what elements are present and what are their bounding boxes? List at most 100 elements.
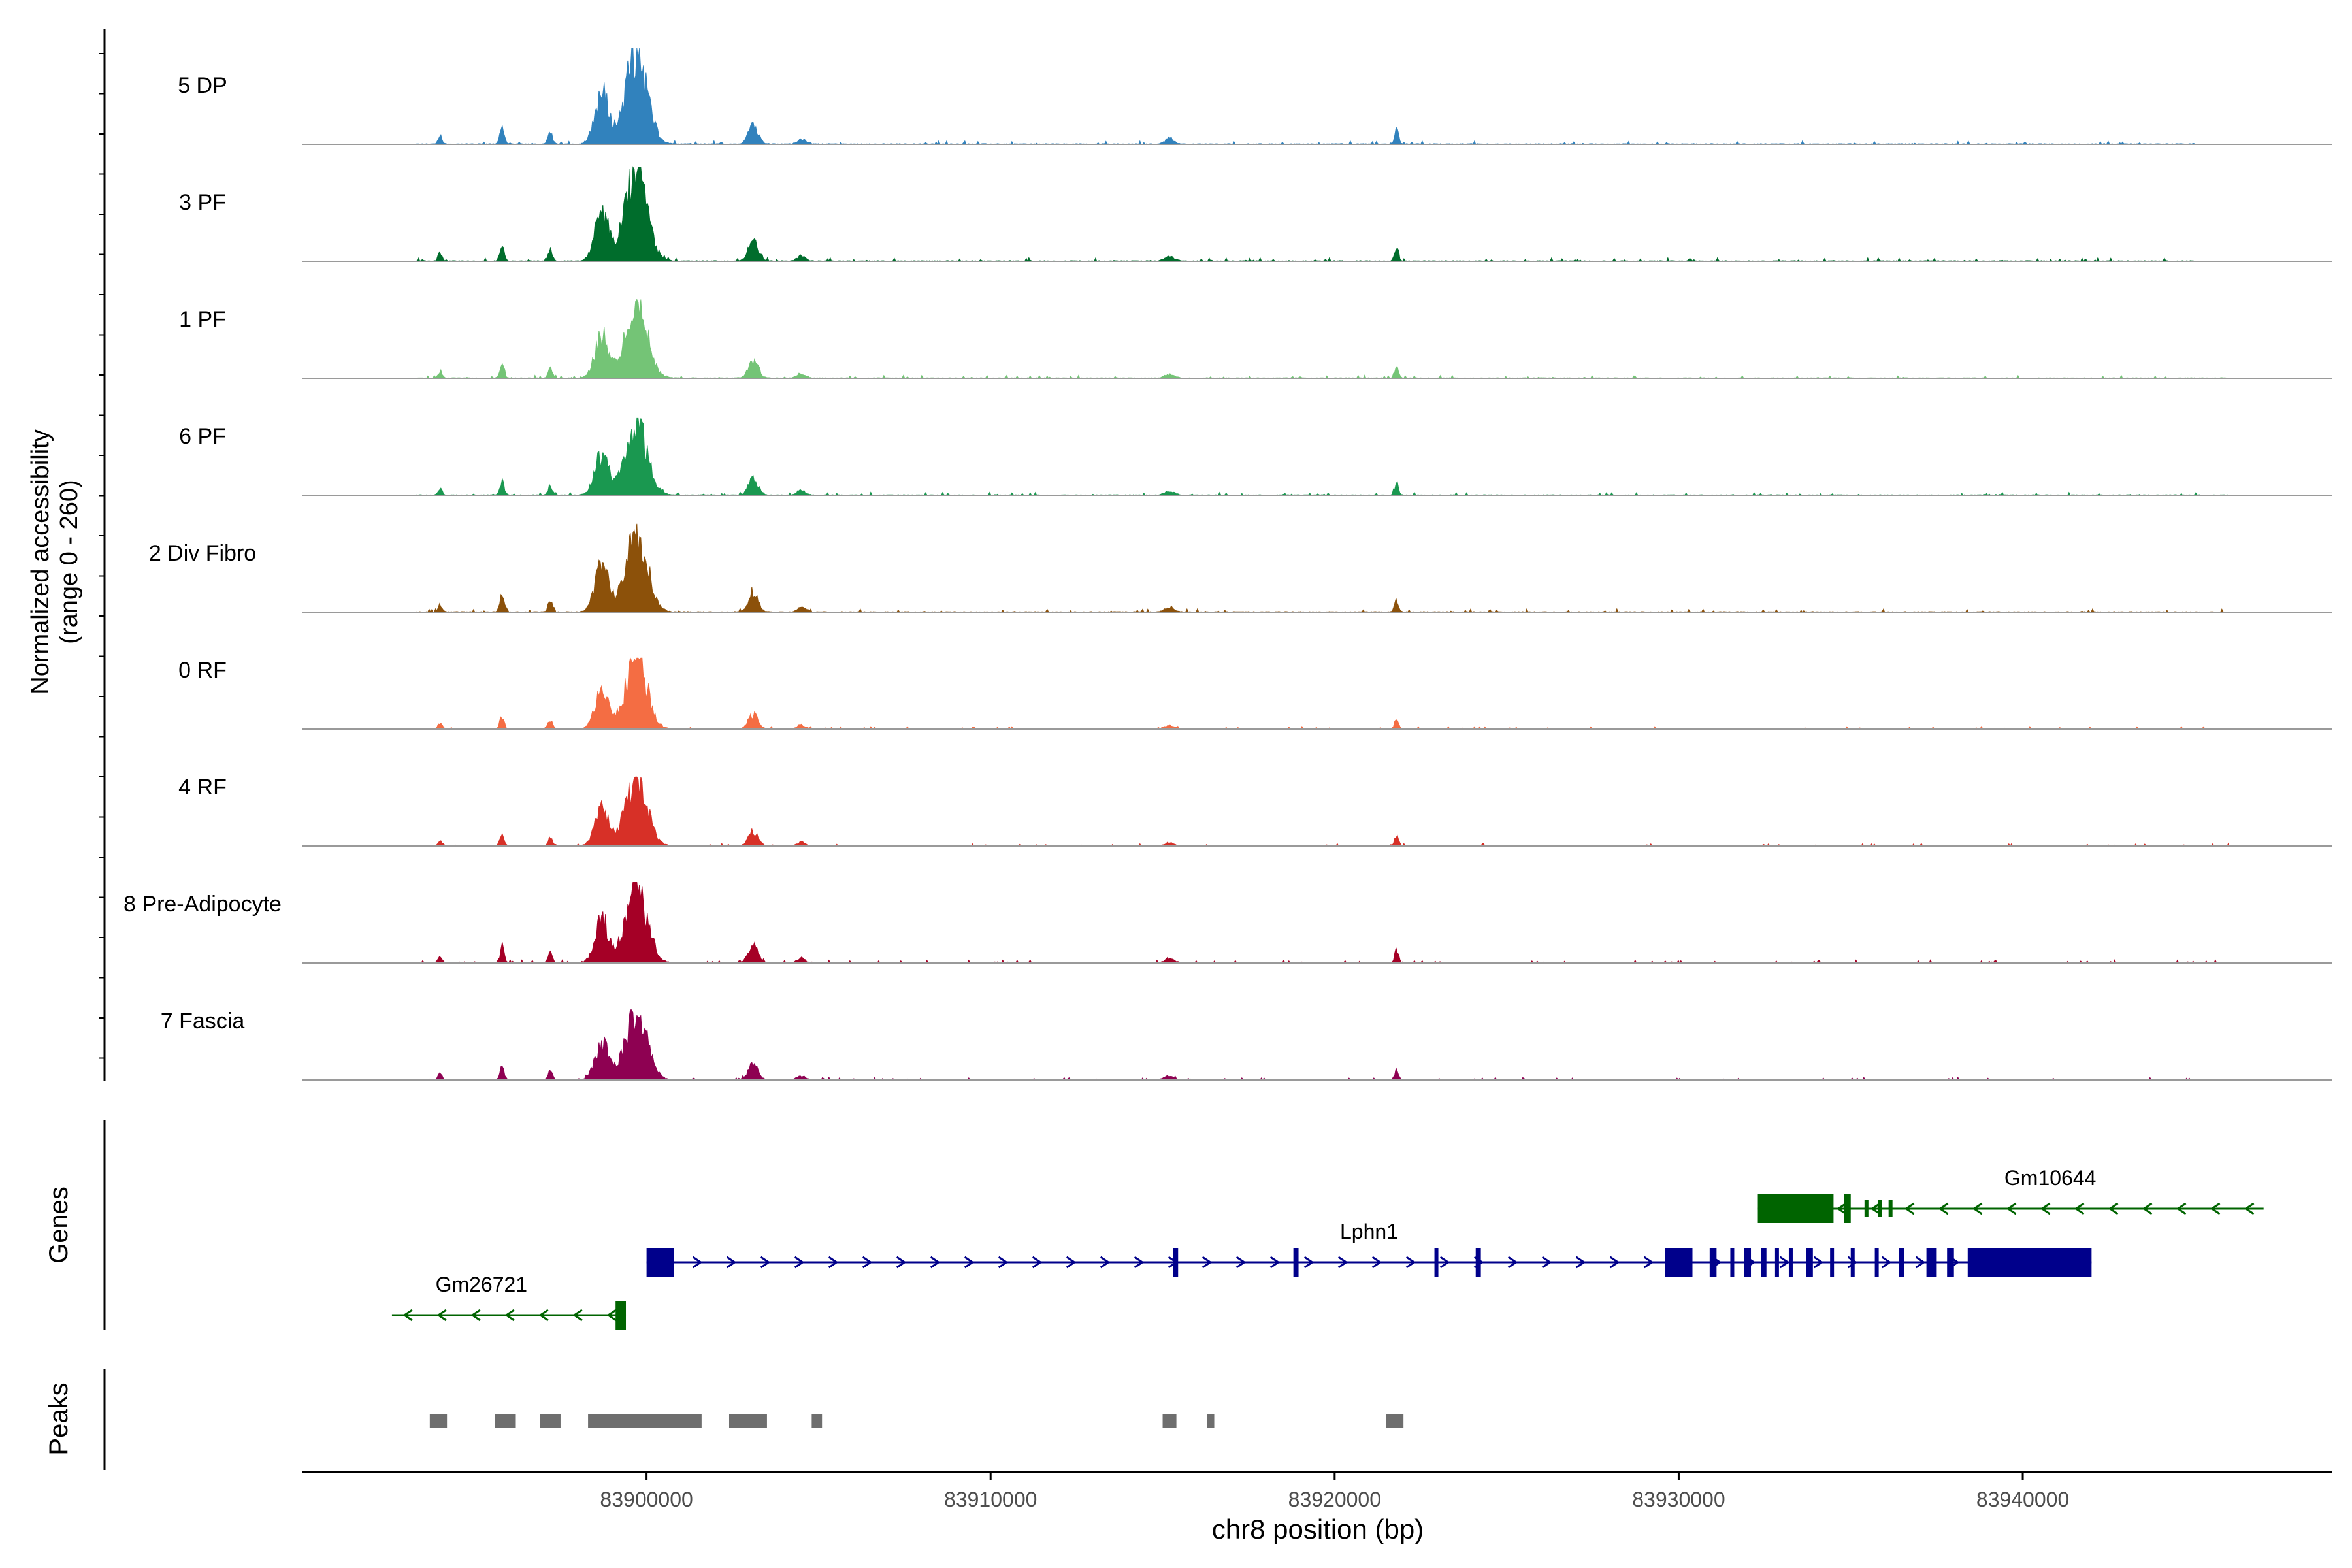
strand-chevron (828, 1256, 839, 1269)
peaks-panel-label: Peaks (44, 1382, 73, 1455)
strand-chevron (1032, 1256, 1043, 1269)
peak-region (429, 1414, 448, 1428)
gene-exon (1899, 1248, 1904, 1277)
strand-chevron (1201, 1256, 1213, 1269)
gene-exon (615, 1301, 627, 1330)
gene-exon (1434, 1248, 1439, 1277)
peak-region (1386, 1414, 1404, 1428)
strand-chevron (760, 1256, 771, 1269)
peak-region (588, 1414, 702, 1428)
y-axis-title-line1: Normalized accessibility (27, 429, 54, 694)
strand-chevron (1507, 1256, 1518, 1269)
strand-chevron (2108, 1202, 2119, 1215)
strand-chevron (1609, 1256, 1620, 1269)
genes-panel-label: Genes (44, 1186, 73, 1264)
strand-chevron (1870, 1202, 1881, 1215)
strand-chevron (1405, 1256, 1416, 1269)
gene-exon (1878, 1200, 1882, 1217)
track-label: 1 PF (179, 307, 226, 332)
gene-exon (1709, 1248, 1717, 1277)
strand-chevron (1134, 1256, 1145, 1269)
peak-region (811, 1414, 823, 1428)
track-label: 2 Div Fibro (149, 541, 256, 566)
gene-exon (1967, 1248, 2092, 1277)
strand-chevron (1269, 1256, 1281, 1269)
gene-label: Gm26721 (436, 1273, 528, 1296)
gene-exon (1761, 1248, 1767, 1277)
strand-chevron (1779, 1256, 1790, 1269)
strand-chevron (1371, 1256, 1382, 1269)
x-tick-label: 83940000 (1976, 1488, 2069, 1511)
strand-chevron (1100, 1256, 1111, 1269)
strand-chevron (402, 1309, 413, 1322)
gene-exon (1888, 1200, 1893, 1217)
strand-chevron (1303, 1256, 1315, 1269)
track-label: 4 RF (178, 775, 227, 800)
coverage-area (416, 166, 2195, 262)
strand-chevron (2040, 1202, 2051, 1215)
strand-chevron (794, 1256, 805, 1269)
track-label: 3 PF (179, 190, 226, 215)
strand-chevron (862, 1256, 873, 1269)
coverage-area (416, 1009, 2195, 1081)
gene-exon (1788, 1248, 1793, 1277)
strand-chevron (2142, 1202, 2153, 1215)
track-label: 6 PF (179, 424, 226, 449)
gene-label: Lphn1 (1340, 1220, 1398, 1243)
strand-chevron (470, 1309, 481, 1322)
gene-exon (1806, 1248, 1813, 1277)
strand-chevron (2074, 1202, 2085, 1215)
strand-chevron (1847, 1256, 1858, 1269)
x-axis-title: chr8 position (bp) (1212, 1514, 1424, 1544)
strand-chevron (1972, 1202, 1983, 1215)
y-axis-title-line2: (range 0 - 260) (56, 480, 83, 644)
x-tick-label: 83930000 (1632, 1488, 1725, 1511)
x-axis-ticks: 83900000 83910000 83920000 83930000 83940000 (600, 1472, 2069, 1511)
strand-chevron (606, 1309, 617, 1322)
coverage-tracks (302, 48, 2332, 1081)
x-tick-label: 83900000 (600, 1488, 693, 1511)
strand-chevron (1904, 1202, 1915, 1215)
strand-chevron (2244, 1202, 2255, 1215)
coverage-area (416, 882, 2230, 964)
strand-chevron (538, 1309, 549, 1322)
strand-chevron (504, 1309, 515, 1322)
strand-chevron (964, 1256, 975, 1269)
strand-chevron (1337, 1256, 1348, 1269)
gene-exon (1665, 1248, 1693, 1277)
track-label: 7 Fascia (161, 1009, 245, 1034)
strand-chevron (930, 1256, 941, 1269)
coverage-area (416, 299, 2230, 379)
gene-exon (1850, 1248, 1855, 1277)
coverage-area (416, 48, 2196, 145)
x-tick-label: 83920000 (1288, 1488, 1381, 1511)
strand-chevron (692, 1256, 703, 1269)
strand-chevron (1575, 1256, 1586, 1269)
gene-annotations: Lphn1 Gm10644 Gm26721 (391, 1166, 2264, 1330)
gene-exon (1730, 1248, 1735, 1277)
strand-chevron (2210, 1202, 2221, 1215)
gene-gm26721: Gm26721 (391, 1273, 627, 1330)
strand-chevron (1813, 1256, 1824, 1269)
peak-region (1207, 1414, 1215, 1428)
strand-chevron (1881, 1256, 1892, 1269)
strand-chevron (1066, 1256, 1077, 1269)
gene-lphn1: Lphn1 (646, 1220, 2092, 1277)
strand-chevron (1541, 1256, 1552, 1269)
coverage-area (416, 417, 2230, 496)
strand-chevron (436, 1309, 447, 1322)
gene-gm10644: Gm10644 (1757, 1166, 2264, 1223)
gene-exon (1947, 1248, 1954, 1277)
track-labels: 5 DP 3 PF 1 PF 6 PF 2 Div Fibro 0 RF 4 RF 8 Pre… (123, 73, 282, 1034)
track-label: 8 Pre-Adipocyte (123, 892, 282, 917)
strand-chevron (1836, 1202, 1847, 1215)
gene-exon (1757, 1194, 1834, 1223)
strand-chevron (572, 1309, 583, 1322)
coverage-area (416, 657, 2229, 730)
coverage-area (416, 523, 2230, 613)
gene-exon (1926, 1248, 1937, 1277)
track-label: 5 DP (178, 73, 227, 98)
strand-chevron (726, 1256, 737, 1269)
gene-exon (1844, 1194, 1851, 1223)
